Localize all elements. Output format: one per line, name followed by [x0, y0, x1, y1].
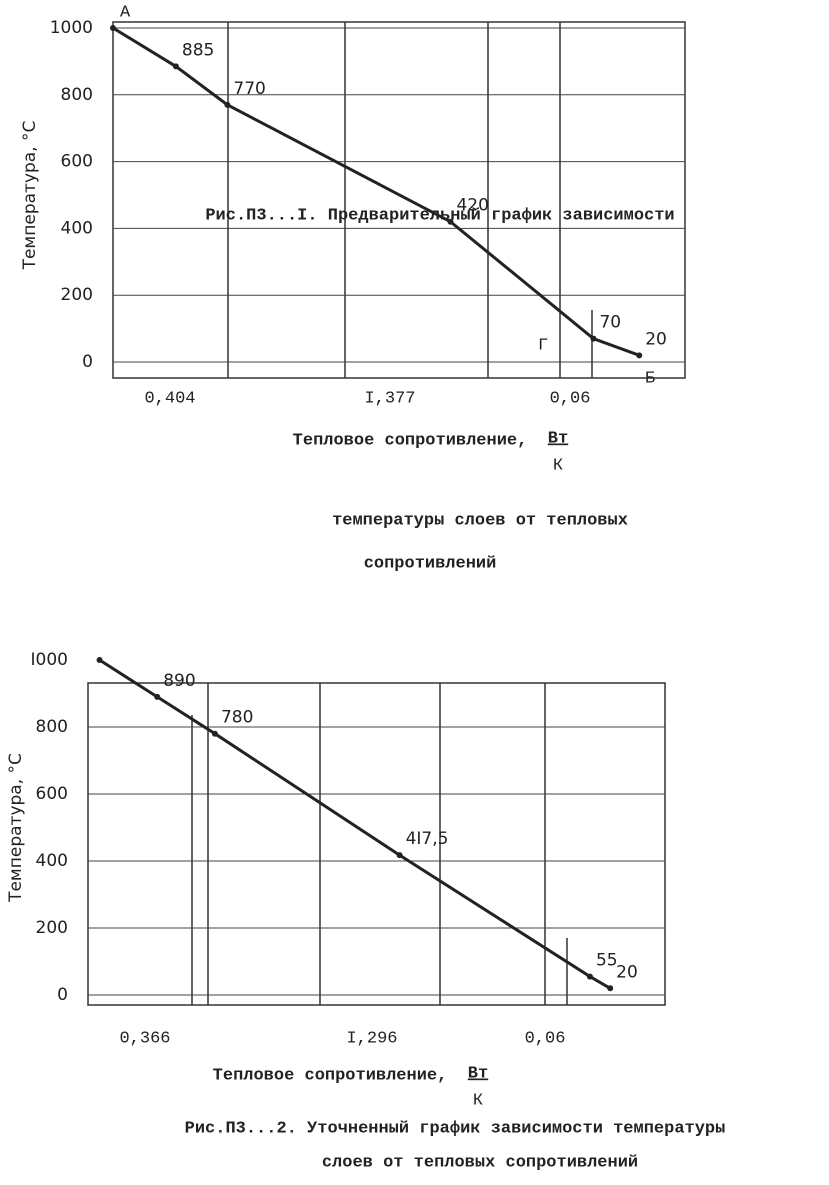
y-tick-label: 400 — [36, 851, 68, 871]
value-label: 20 — [616, 962, 638, 982]
layer-lines — [191, 22, 593, 1005]
point — [224, 101, 231, 108]
point — [586, 973, 593, 980]
y-tick-label: 0 — [82, 352, 93, 372]
caption: Рис.П3...2. Уточненный график зависимост… — [185, 1119, 726, 1138]
value-label: 4I7,5 — [406, 829, 449, 849]
y-tick-label: 1000 — [50, 18, 93, 38]
segment-label: I,377 — [364, 389, 415, 408]
y-tick-label: I000 — [31, 650, 68, 670]
point — [590, 335, 597, 342]
annotation: Б — [645, 369, 655, 388]
annotation: А — [120, 3, 131, 22]
segment-label: 0,06 — [550, 389, 591, 408]
point — [96, 657, 103, 663]
x-axis-label: Тепловое сопротивление, — [293, 431, 528, 450]
value-label: 55 — [596, 951, 618, 971]
plot-frame — [112, 21, 686, 379]
caption: температуры слоев от тепловых — [332, 511, 628, 530]
unit-denominator: К — [553, 456, 563, 475]
temperature-line — [98, 658, 611, 990]
point — [607, 985, 614, 992]
y-axis-label: Температура, °C — [20, 121, 40, 271]
value-label: 780 — [221, 708, 253, 728]
segment-label: I,296 — [346, 1029, 397, 1048]
y-tick-label: 200 — [36, 918, 68, 938]
y-tick-label: 800 — [61, 85, 93, 105]
unit-numerator: Вт — [468, 1064, 488, 1083]
value-label: 420 — [456, 196, 488, 216]
point — [447, 218, 454, 225]
value-label: 770 — [233, 79, 265, 99]
point — [154, 693, 161, 700]
point — [110, 25, 116, 31]
segment-label: 0,366 — [119, 1029, 170, 1048]
point — [211, 730, 218, 737]
y-tick-label: 600 — [61, 152, 93, 172]
y-tick-label: 600 — [36, 784, 68, 804]
point — [396, 852, 403, 859]
point — [636, 352, 643, 359]
temperature-line — [112, 26, 640, 357]
segment-label: 0,06 — [525, 1029, 566, 1048]
y-tick-label: 400 — [61, 218, 93, 238]
y-tick-label: 200 — [61, 285, 93, 305]
caption: Рис.П3...I. Предварительный график завис… — [205, 206, 674, 225]
value-label: 885 — [182, 40, 214, 60]
point — [172, 63, 179, 70]
segment-label: 0,404 — [144, 389, 195, 408]
value-label: 70 — [599, 313, 621, 333]
x-axis-label: Тепловое сопротивление, — [213, 1066, 448, 1085]
y-axis-label: Температура, °C — [6, 753, 26, 903]
y-tick-label: 800 — [36, 717, 68, 737]
value-label: 20 — [645, 329, 667, 349]
plot-frame — [87, 682, 666, 1006]
caption: сопротивлений — [364, 554, 497, 573]
caption: слоев от тепловых сопротивлений — [322, 1153, 638, 1172]
y-tick-label: 0 — [57, 985, 68, 1005]
unit-numerator: Вт — [548, 429, 568, 448]
value-label: 890 — [163, 671, 195, 691]
unit-denominator: К — [473, 1091, 483, 1110]
annotation: Г — [538, 336, 548, 355]
